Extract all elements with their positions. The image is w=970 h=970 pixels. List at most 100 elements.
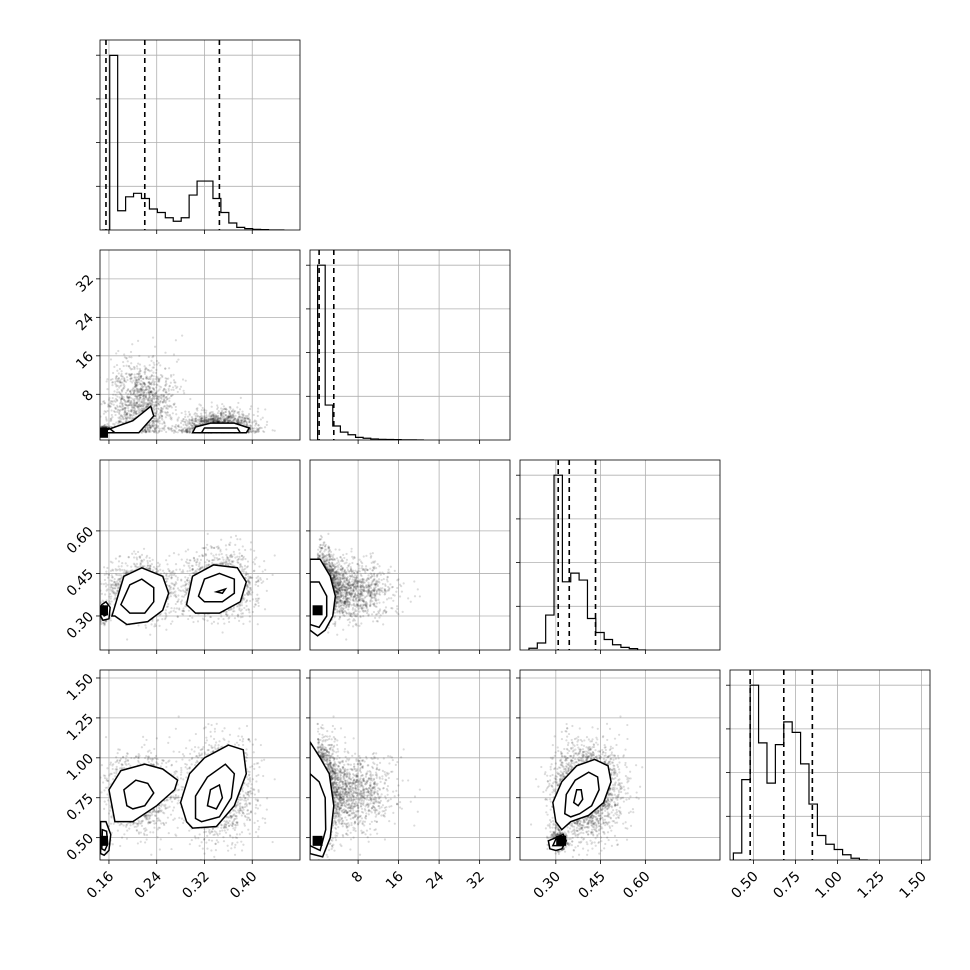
scatter-point: [108, 595, 111, 598]
scatter-point: [143, 428, 146, 432]
scatter-point: [185, 428, 188, 431]
scatter-point: [217, 416, 220, 420]
contour-line-inner: [200, 427, 242, 434]
scatter-point: [187, 410, 191, 414]
scatter-point: [193, 413, 196, 416]
scatter-point: [240, 604, 244, 607]
scatter-point: [115, 375, 118, 378]
scatter-point: [208, 412, 211, 415]
scatter-point: [100, 425, 103, 428]
scatter-point: [127, 406, 130, 410]
scatter-point: [228, 413, 231, 416]
scatter-point: [123, 399, 126, 402]
scatter-point: [146, 398, 149, 401]
scatter-point: [212, 420, 216, 423]
scatter-point: [212, 418, 215, 422]
scatter-point: [163, 425, 166, 428]
scatter-point: [132, 403, 135, 407]
scatter-point: [191, 564, 194, 567]
scatter-point: [139, 411, 142, 414]
scatter-point: [134, 404, 137, 408]
scatter-point: [131, 416, 134, 419]
scatter-point: [135, 384, 138, 387]
scatter-point: [193, 424, 196, 427]
scatter-point: [180, 599, 184, 602]
scatter-point: [128, 414, 132, 417]
scatter-point: [153, 417, 156, 421]
scatter-point: [151, 425, 154, 428]
scatter-point: [125, 357, 128, 360]
scatter-point: [139, 405, 143, 408]
scatter-point: [106, 583, 109, 586]
scatter-point: [148, 385, 151, 388]
scatter-point: [207, 418, 211, 422]
scatter-point: [216, 419, 219, 422]
scatter-point: [182, 423, 185, 426]
scatter-point: [225, 408, 228, 411]
scatter-point: [245, 422, 248, 425]
scatter-point: [131, 389, 135, 392]
scatter-point: [191, 419, 194, 422]
scatter-point: [121, 415, 124, 418]
scatter-point: [200, 415, 203, 418]
scatter-point: [138, 363, 142, 366]
scatter-point: [143, 371, 146, 374]
scatter-point: [236, 421, 239, 424]
scatter-point: [149, 426, 152, 429]
scatter-point: [170, 576, 173, 579]
scatter-point: [180, 419, 183, 422]
scatter-point: [200, 418, 203, 421]
scatter-point: [121, 375, 124, 378]
scatter-point: [133, 366, 136, 369]
scatter-point: [105, 417, 108, 421]
scatter-point: [142, 407, 145, 410]
scatter-point: [177, 424, 180, 427]
scatter-point: [199, 418, 202, 421]
scatter-point: [154, 411, 157, 414]
scatter-point: [180, 430, 184, 433]
scatter-point: [188, 574, 191, 577]
scatter-point: [131, 387, 135, 390]
scatter-point: [236, 417, 239, 421]
scatter-point: [201, 422, 204, 425]
scatter-point: [115, 421, 118, 424]
scatter-point: [165, 395, 168, 399]
scatter-point: [200, 417, 203, 420]
scatter-point: [140, 409, 143, 413]
scatter-point: [216, 417, 219, 420]
scatter-point: [204, 552, 207, 556]
scatter-point: [256, 579, 260, 583]
scatter-point: [228, 411, 231, 414]
scatter-point: [109, 402, 112, 405]
scatter-point: [200, 409, 203, 412]
scatter-point: [248, 418, 251, 422]
scatter-point: [187, 617, 190, 621]
scatter-point: [187, 609, 191, 612]
scatter-point: [135, 409, 138, 413]
scatter-point: [135, 566, 138, 569]
scatter-point: [191, 425, 194, 428]
scatter-point: [168, 399, 171, 403]
scatter-point: [121, 394, 124, 398]
scatter-point: [182, 570, 185, 574]
scatter-point: [184, 420, 187, 424]
scatter-point: [248, 590, 251, 593]
scatter-point: [170, 606, 173, 610]
scatter-point: [235, 419, 238, 422]
scatter-point: [137, 379, 140, 382]
scatter-point: [132, 379, 135, 382]
scatter-point: [170, 577, 173, 580]
scatter-point: [164, 613, 168, 616]
scatter-point: [148, 383, 151, 386]
scatter-point: [243, 597, 246, 600]
scatter-point: [134, 403, 137, 406]
scatter-point: [188, 427, 191, 430]
scatter-point: [237, 419, 240, 422]
scatter-point: [178, 425, 181, 429]
scatter-point: [217, 415, 220, 418]
scatter-point: [244, 420, 247, 423]
scatter-point: [129, 377, 132, 380]
scatter-point: [134, 383, 137, 386]
scatter-point: [116, 399, 119, 402]
scatter-point: [102, 622, 106, 625]
